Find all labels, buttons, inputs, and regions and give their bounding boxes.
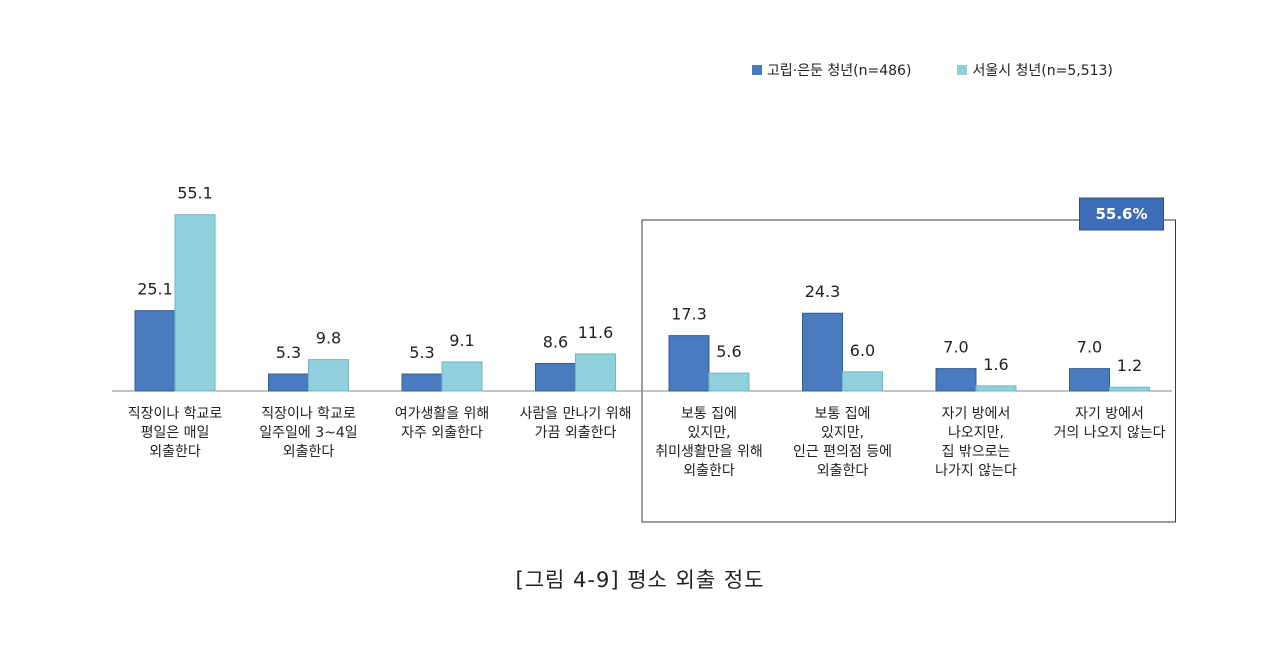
value-label-s0-c4: 17.3 <box>671 305 707 324</box>
chart-caption: [그림 4-9] 평소 외출 정도 <box>515 568 765 592</box>
category-label-line: 외출한다 <box>683 463 735 479</box>
bar-s0-c0 <box>134 310 176 392</box>
legend-swatch-seoul <box>957 65 968 75</box>
bar-s1-c2 <box>441 361 483 392</box>
legend-item-isolated: 고립·은둔 청년(n=486) <box>752 60 911 80</box>
value-label-s0-c1: 5.3 <box>276 343 301 362</box>
bar-s0-c3 <box>535 362 576 392</box>
category-label-line: 보통 집에 <box>815 406 871 422</box>
bar-s1-c6 <box>975 385 1017 392</box>
bar-s0-c2 <box>401 373 443 392</box>
bar-s0-c6 <box>935 368 977 392</box>
group-total-badge <box>1079 197 1164 231</box>
bar-s0-c4 <box>668 335 710 392</box>
category-label-line: 평일은 매일 <box>141 425 210 441</box>
category-label-line: 집 밖으로는 <box>942 444 1011 460</box>
category-label-line: 보통 집에 <box>681 406 737 422</box>
category-label-line: 일주일에 3~4일 <box>259 425 357 441</box>
category-label-line: 나가지 않는다 <box>935 463 1017 479</box>
category-label-line: 직장이나 학교로 <box>261 406 356 422</box>
bar-s1-c0 <box>174 214 216 392</box>
value-label-s0-c5: 24.3 <box>805 282 841 301</box>
category-label-line: 외출한다 <box>817 463 869 479</box>
bar-s0-c7 <box>1069 368 1110 392</box>
value-label-s1-c7: 1.2 <box>1117 356 1142 375</box>
category-label-line: 사람을 만나기 위해 <box>520 406 632 422</box>
value-label-s1-c2: 9.1 <box>449 331 474 350</box>
category-label-line: 인근 편의점 등에 <box>793 444 892 460</box>
bar-s1-c3 <box>575 353 616 392</box>
category-label-line: 자주 외출한다 <box>401 425 483 441</box>
category-label-line: 있지만, <box>687 425 730 441</box>
value-label-s1-c1: 9.8 <box>316 329 341 348</box>
category-label-line: 직장이나 학교로 <box>128 406 223 422</box>
category-label-line: 취미생활만을 위해 <box>655 444 763 460</box>
legend-swatch-isolated <box>752 65 762 75</box>
category-label-line: 나오지만, <box>948 425 1004 441</box>
category-label-line: 거의 나오지 않는다 <box>1054 425 1166 441</box>
legend-label-seoul: 서울시 청년(n=5,513) <box>972 63 1113 79</box>
value-label-s0-c0: 25.1 <box>137 280 173 299</box>
value-label-s1-c0: 55.1 <box>177 184 213 203</box>
group-highlight-box <box>641 219 1176 523</box>
bar-s0-c1 <box>268 373 309 392</box>
value-label-s1-c4: 5.6 <box>716 342 741 361</box>
legend-label-isolated: 고립·은둔 청년(n=486) <box>767 63 912 79</box>
category-label-line: 자기 방에서 <box>942 406 1011 422</box>
category-label-line: 가끔 외출한다 <box>535 425 617 441</box>
category-label-line: 여가생활을 위해 <box>395 406 490 422</box>
legend: 고립·은둔 청년(n=486) 서울시 청년(n=5,513) <box>752 60 1113 80</box>
value-label-s0-c6: 7.0 <box>943 338 968 357</box>
group-total-badge-text: 55.6% <box>1095 205 1147 223</box>
legend-item-seoul: 서울시 청년(n=5,513) <box>957 60 1113 80</box>
bar-s1-c4 <box>708 372 750 392</box>
value-label-s0-c7: 7.0 <box>1077 338 1102 357</box>
value-label-s1-c6: 1.6 <box>983 355 1008 374</box>
value-label-s0-c2: 5.3 <box>409 343 434 362</box>
bar-s1-c5 <box>842 371 883 392</box>
value-label-s0-c3: 8.6 <box>543 332 568 351</box>
bar-s1-c1 <box>308 359 349 392</box>
category-label-line: 자기 방에서 <box>1075 406 1144 422</box>
category-label-line: 외출한다 <box>283 444 335 460</box>
category-label-line: 외출한다 <box>149 444 201 460</box>
value-label-s1-c5: 6.0 <box>850 341 875 360</box>
bar-s1-c7 <box>1109 386 1150 392</box>
category-label-line: 있지만, <box>821 425 864 441</box>
value-label-s1-c3: 11.6 <box>578 323 614 342</box>
bar-s0-c5 <box>802 312 843 392</box>
